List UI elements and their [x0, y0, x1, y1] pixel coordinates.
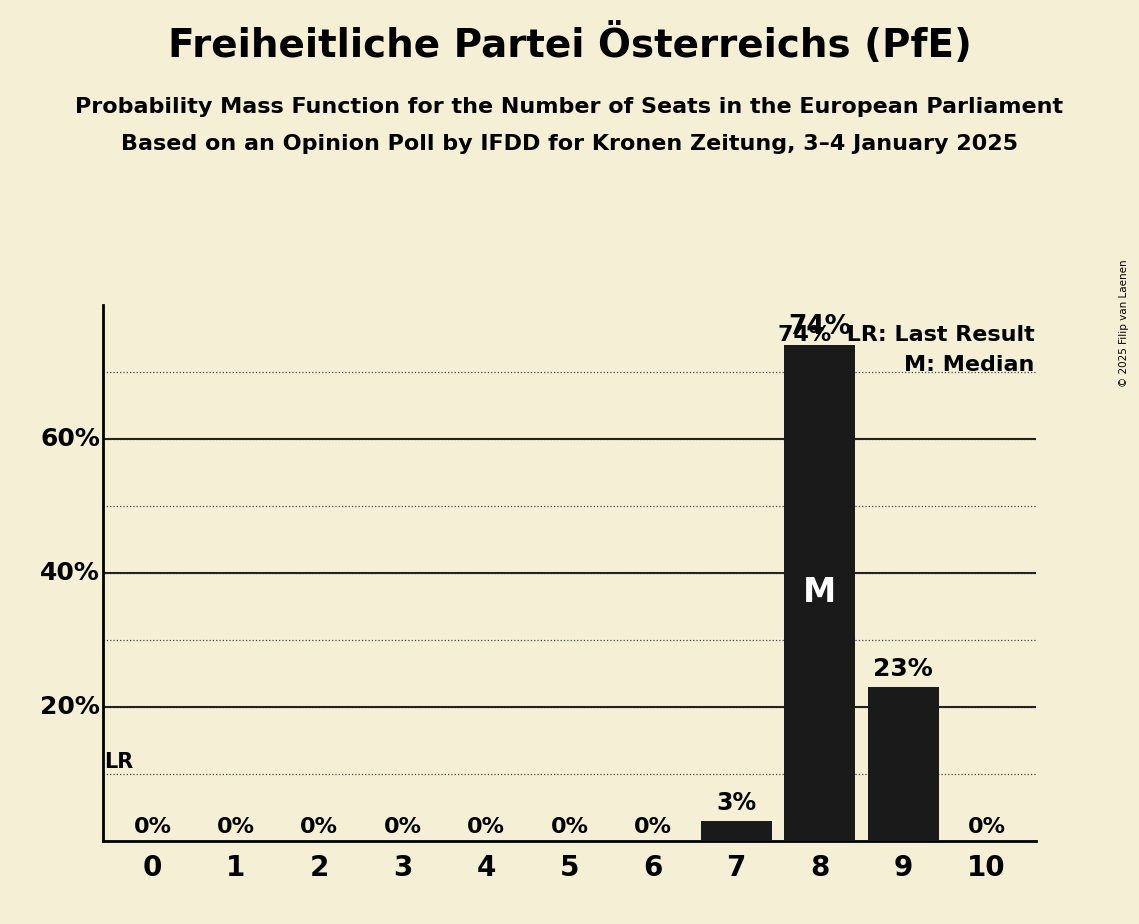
Text: 0%: 0%	[967, 817, 1006, 837]
Text: Freiheitliche Partei Österreichs (PfE): Freiheitliche Partei Österreichs (PfE)	[167, 23, 972, 65]
Text: LR: LR	[104, 752, 133, 772]
Text: 0%: 0%	[133, 817, 172, 837]
Text: 0%: 0%	[467, 817, 505, 837]
Text: 40%: 40%	[40, 561, 100, 585]
Text: 60%: 60%	[40, 427, 100, 451]
Text: Probability Mass Function for the Number of Seats in the European Parliament: Probability Mass Function for the Number…	[75, 97, 1064, 117]
Text: 23%: 23%	[874, 657, 933, 681]
Text: M: Median: M: Median	[843, 355, 1035, 375]
Text: 0%: 0%	[634, 817, 672, 837]
Bar	[785, 346, 855, 841]
Text: 74%: 74%	[788, 314, 851, 340]
Text: 0%: 0%	[384, 817, 421, 837]
Text: Based on an Opinion Poll by IFDD for Kronen Zeitung, 3–4 January 2025: Based on an Opinion Poll by IFDD for Kro…	[121, 134, 1018, 154]
Bar	[868, 687, 939, 841]
Text: M: M	[803, 577, 836, 610]
Text: 0%: 0%	[550, 817, 589, 837]
Text: 0%: 0%	[216, 817, 255, 837]
Bar	[700, 821, 772, 841]
Text: 0%: 0%	[301, 817, 338, 837]
Text: 3%: 3%	[716, 791, 756, 815]
Text: 74%  LR: Last Result: 74% LR: Last Result	[778, 325, 1035, 345]
Text: © 2025 Filip van Laenen: © 2025 Filip van Laenen	[1120, 260, 1129, 387]
Text: 20%: 20%	[40, 695, 100, 719]
